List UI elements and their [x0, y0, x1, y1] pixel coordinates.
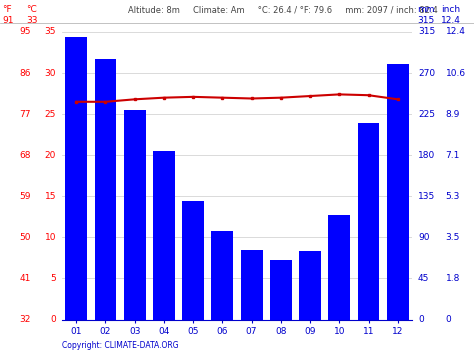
Text: 0: 0 [50, 315, 56, 324]
Text: 77: 77 [19, 110, 31, 119]
Text: 25: 25 [45, 110, 56, 119]
Text: 91: 91 [2, 16, 14, 25]
Text: 86: 86 [19, 69, 31, 77]
Text: 10: 10 [45, 233, 56, 242]
Text: 180: 180 [418, 151, 435, 160]
Text: 33: 33 [26, 16, 37, 25]
Text: 50: 50 [19, 233, 31, 242]
Text: 270: 270 [418, 69, 435, 77]
Text: °C: °C [26, 5, 37, 14]
Text: 32: 32 [20, 315, 31, 324]
Text: 225: 225 [418, 110, 435, 119]
Bar [211, 231, 233, 320]
Bar [387, 64, 409, 320]
Text: Altitude: 8m     Climate: Am     °C: 26.4 / °F: 79.6     mm: 2097 / inch: 82.4: Altitude: 8m Climate: Am °C: 26.4 / °F: … [128, 5, 438, 14]
Text: Copyright: CLIMATE-DATA.ORG: Copyright: CLIMATE-DATA.ORG [62, 341, 178, 350]
Text: 0: 0 [418, 315, 424, 324]
Text: 12.4: 12.4 [446, 27, 465, 37]
Text: inch: inch [441, 5, 460, 14]
Bar [270, 260, 292, 320]
Text: 59: 59 [19, 192, 31, 201]
Text: 35: 35 [45, 27, 56, 37]
Text: 1.8: 1.8 [446, 274, 460, 283]
Bar [241, 250, 263, 320]
Bar [124, 110, 146, 320]
Text: 68: 68 [19, 151, 31, 160]
Bar [94, 59, 117, 320]
Text: 5: 5 [50, 274, 56, 283]
Text: 90: 90 [418, 233, 429, 242]
Text: °F: °F [2, 5, 12, 14]
Text: 135: 135 [418, 192, 435, 201]
Text: 30: 30 [45, 69, 56, 77]
Text: 5.3: 5.3 [446, 192, 460, 201]
Text: 15: 15 [45, 192, 56, 201]
Text: 95: 95 [19, 27, 31, 37]
Bar [65, 37, 87, 320]
Bar [357, 123, 380, 320]
Text: 20: 20 [45, 151, 56, 160]
Text: mm: mm [417, 5, 435, 14]
Text: 12.4: 12.4 [441, 16, 461, 25]
Text: 315: 315 [417, 16, 434, 25]
Text: 315: 315 [418, 27, 435, 37]
Text: 10.6: 10.6 [446, 69, 466, 77]
Text: 7.1: 7.1 [446, 151, 460, 160]
Bar [299, 251, 321, 320]
Text: 8.9: 8.9 [446, 110, 460, 119]
Text: 41: 41 [20, 274, 31, 283]
Bar [182, 201, 204, 320]
Text: 3.5: 3.5 [446, 233, 460, 242]
Text: 0: 0 [446, 315, 451, 324]
Text: 45: 45 [418, 274, 429, 283]
Bar [153, 151, 175, 320]
Bar [328, 214, 350, 320]
